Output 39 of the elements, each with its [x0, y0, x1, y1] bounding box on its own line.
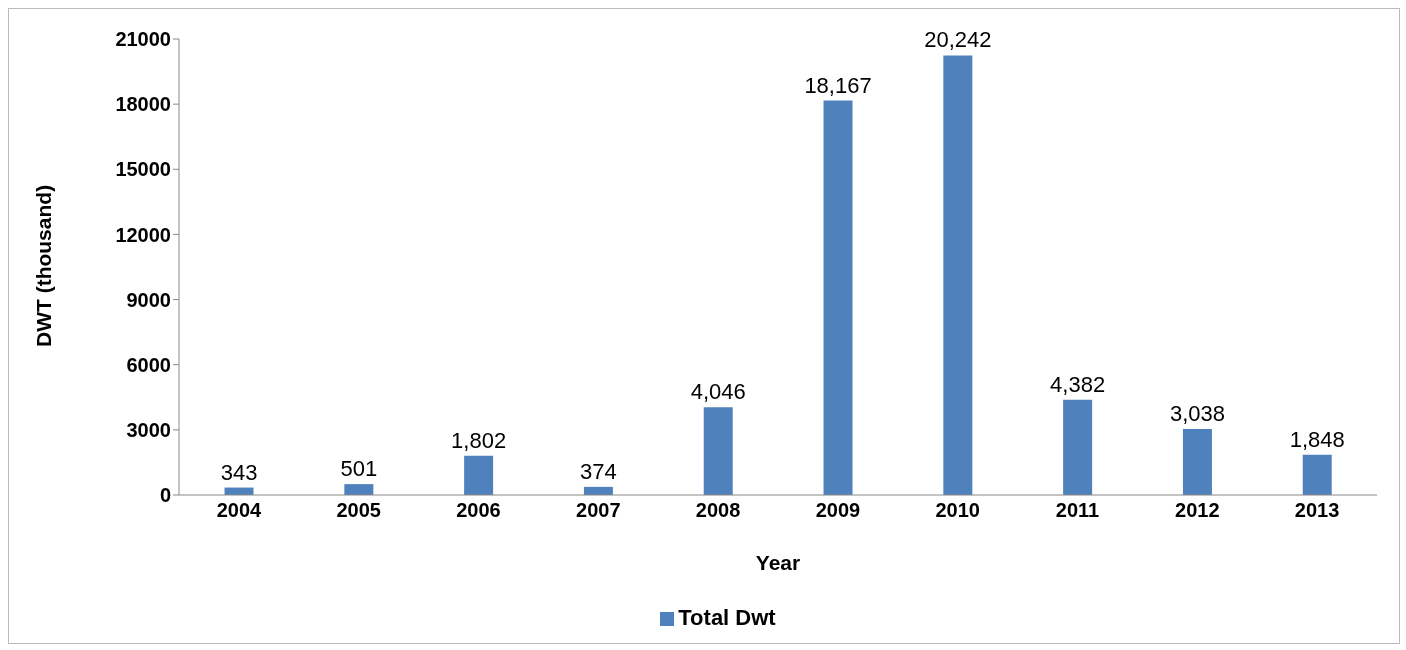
- x-tick-label: 2009: [815, 499, 861, 522]
- x-tick-label: 2007: [576, 499, 621, 522]
- bar: [943, 55, 973, 495]
- x-tick-label: 2012: [1175, 499, 1220, 522]
- data-label: 18,167: [804, 72, 872, 98]
- data-label: 4,382: [1050, 371, 1106, 397]
- y-tick-label: 21000: [115, 28, 171, 51]
- data-label: 3,038: [1169, 401, 1225, 427]
- x-tick-label: 2008: [695, 499, 741, 522]
- y-tick-label: 9000: [126, 288, 171, 311]
- y-tick-label: 18000: [115, 93, 171, 116]
- data-label: 1,802: [451, 427, 507, 453]
- bar: [464, 455, 494, 495]
- x-axis-title: Year: [755, 551, 801, 574]
- x-tick-label: 2005: [336, 499, 381, 522]
- data-label: 343: [220, 459, 258, 485]
- x-tick-label: 2006: [456, 499, 501, 522]
- y-tick-label: 15000: [115, 158, 171, 181]
- x-tick-label: 2011: [1055, 499, 1100, 522]
- bar: [344, 484, 374, 495]
- legend-label: Total Dwt: [678, 605, 776, 630]
- bar: [1063, 399, 1093, 495]
- data-label: 4,046: [690, 379, 746, 405]
- data-label: 374: [580, 458, 617, 484]
- data-label: 20,242: [924, 27, 992, 53]
- bar: [1302, 454, 1332, 495]
- y-tick-label: 6000: [126, 353, 171, 376]
- x-tick-label: 2013: [1294, 499, 1340, 522]
- x-tick-label: 2010: [935, 499, 980, 522]
- y-tick-label: 3000: [126, 418, 171, 441]
- bar: [1182, 429, 1212, 495]
- bar: [823, 100, 853, 495]
- y-tick-label: 0: [159, 484, 171, 507]
- y-tick-label: 12000: [115, 223, 171, 246]
- data-label: 501: [340, 456, 378, 482]
- x-tick-label: 2004: [216, 499, 263, 522]
- data-label: 1,848: [1289, 426, 1345, 452]
- bar: [703, 407, 733, 495]
- y-axis-title: DWT (thousand): [32, 184, 56, 347]
